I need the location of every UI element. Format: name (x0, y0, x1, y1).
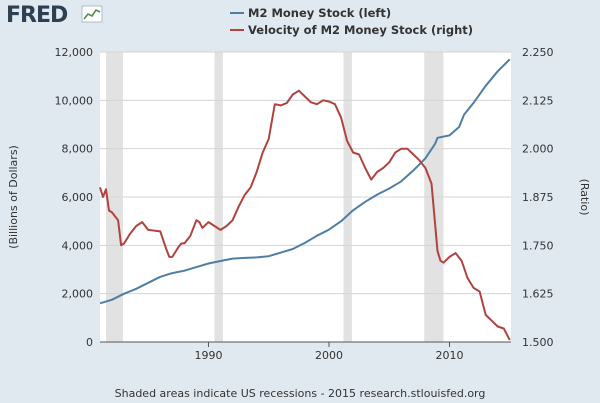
series-line-velocity (99, 89, 511, 341)
fred-logo-text: FRED (6, 3, 68, 28)
x-tick-label: 2010 (436, 349, 464, 362)
right-tick-label: 1.500 (522, 336, 554, 349)
fred-logo-chart-icon (81, 5, 103, 23)
series-lines (99, 58, 511, 341)
legend: M2 Money Stock (left) Velocity of M2 Mon… (230, 6, 473, 37)
footer-note: Shaded areas indicate US recessions - 20… (115, 387, 486, 400)
right-tick-label: 2.125 (522, 94, 554, 107)
x-tick-label: 1990 (194, 349, 222, 362)
right-axis-ticks: 1.500 1.625 1.750 1.875 2.000 2.125 2.250 (522, 46, 554, 349)
right-tick-label: 2.000 (522, 143, 554, 156)
legend-label-velocity: Velocity of M2 Money Stock (right) (248, 23, 473, 37)
right-tick-label: 2.250 (522, 46, 554, 59)
x-axis-ticks: 1990 2000 2010 (194, 342, 464, 362)
left-tick-label: 12,000 (55, 46, 94, 59)
left-axis-label: (Billions of Dollars) (7, 145, 20, 249)
left-tick-label: 2,000 (62, 288, 94, 301)
legend-label-m2: M2 Money Stock (left) (248, 6, 391, 20)
left-tick-label: 0 (86, 336, 93, 349)
series-line-m2 (99, 58, 511, 305)
left-axis-ticks: 0 2,000 4,000 6,000 8,000 10,000 12,000 (55, 46, 94, 349)
right-tick-label: 1.625 (522, 288, 554, 301)
left-tick-label: 4,000 (62, 239, 94, 252)
x-tick-label: 2000 (315, 349, 343, 362)
gridlines (100, 51, 511, 295)
left-tick-label: 8,000 (62, 143, 94, 156)
right-tick-label: 1.750 (522, 239, 554, 252)
right-axis-label: (Ratio) (578, 179, 591, 216)
left-tick-label: 10,000 (55, 94, 94, 107)
left-tick-label: 6,000 (62, 191, 94, 204)
fred-logo[interactable]: FRED (6, 3, 103, 28)
right-tick-label: 1.875 (522, 191, 554, 204)
